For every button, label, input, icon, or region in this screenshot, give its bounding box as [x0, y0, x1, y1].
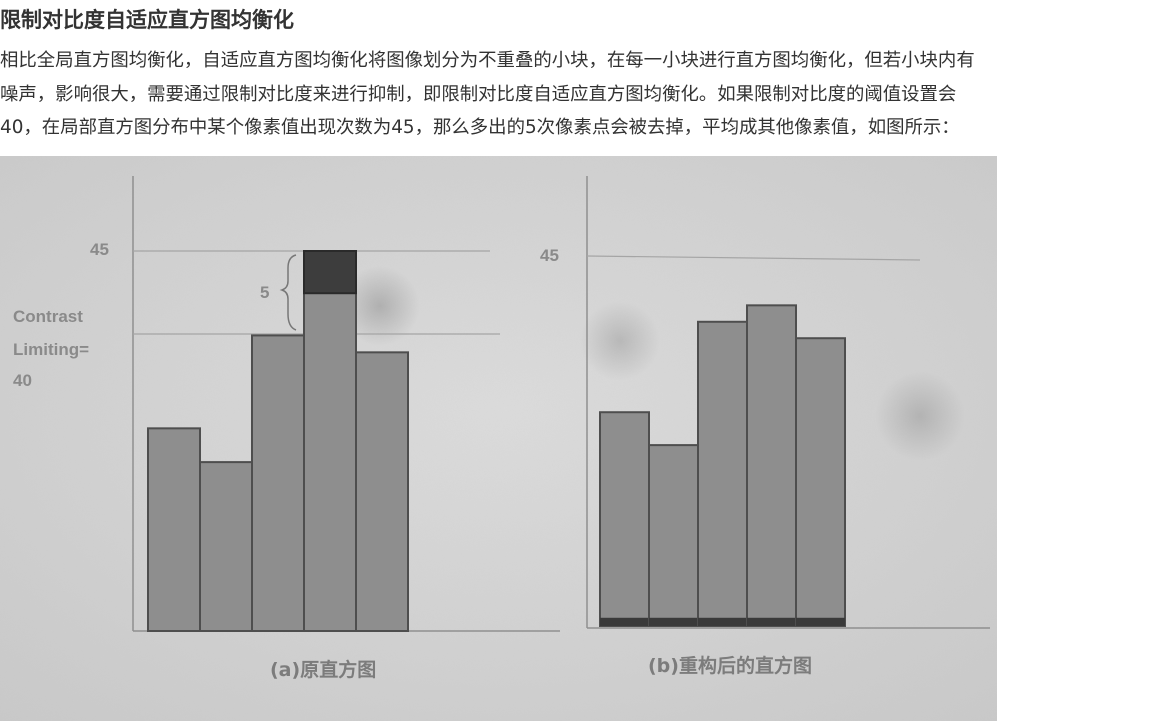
article-title: 限制对比度自适应直方图均衡化 — [0, 8, 294, 32]
right-bar-1 — [599, 411, 650, 627]
right-bar-3 — [697, 320, 748, 627]
histogram-figure: 45 5 Contrast Limiting= 40 (a)原直方图 45 (b… — [0, 156, 997, 721]
right-redistributed-3 — [698, 617, 747, 626]
right-bar-5 — [795, 337, 846, 627]
paragraph-line-3: 40，在局部直方图分布中某个像素值出现次数为45，那么多出的5次像素点会被去掉，… — [0, 117, 960, 138]
right-redistributed-1 — [600, 617, 649, 626]
right-bar-4 — [746, 304, 797, 627]
limit-label-line-2: Limiting= — [13, 340, 89, 359]
right-label-45: 45 — [540, 246, 559, 265]
excess-brace — [279, 254, 297, 331]
right-45-line — [586, 255, 921, 261]
left-caption: (a)原直方图 — [270, 658, 376, 681]
left-excess-block — [303, 250, 357, 295]
paragraph-line-2: 噪声，影响很大，需要通过限制对比度来进行抑制，即限制对比度自适应直方图均衡化。如… — [0, 83, 957, 105]
left-bar-4 — [303, 250, 357, 632]
right-redistributed-4 — [747, 617, 796, 626]
right-histogram: 45 (b)重构后的直方图 — [540, 176, 990, 677]
left-label-45: 45 — [90, 240, 109, 259]
right-redistributed-5 — [796, 617, 845, 626]
left-bar-3 — [251, 334, 305, 632]
right-caption: (b)重构后的直方图 — [648, 654, 812, 677]
limit-label-line-3: 40 — [13, 371, 32, 390]
left-histogram: 45 5 Contrast Limiting= 40 (a)原直方图 — [13, 176, 560, 681]
limit-label-line-1: Contrast — [13, 307, 83, 326]
paragraph-line-1: 相比全局直方图均衡化，自适应直方图均衡化将图像划分为不重叠的小块，在每一小块进行… — [0, 50, 975, 71]
right-redistributed-2 — [649, 617, 698, 626]
excess-label-5: 5 — [260, 283, 269, 302]
left-bar-1 — [147, 427, 201, 633]
left-bar-5 — [355, 351, 409, 632]
right-bar-2 — [648, 444, 699, 627]
article-paragraph: 相比全局直方图均衡化，自适应直方图均衡化将图像划分为不重叠的小块，在每一小块进行… — [0, 44, 1166, 145]
histogram-photo: 45 5 Contrast Limiting= 40 (a)原直方图 45 (b… — [0, 156, 997, 721]
left-bar-2 — [199, 461, 253, 632]
